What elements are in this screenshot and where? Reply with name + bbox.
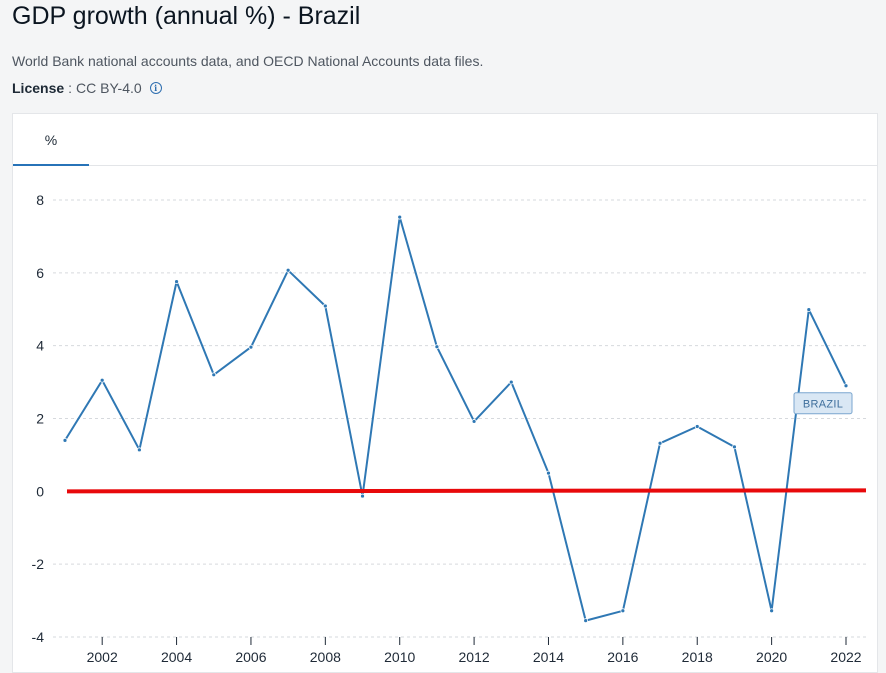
- x-tick-label-2014: 2014: [533, 649, 564, 665]
- x-tick-label-2016: 2016: [607, 649, 638, 665]
- x-tick-label-2006: 2006: [235, 649, 266, 665]
- series-label-text: BRAZIL: [803, 399, 843, 411]
- x-tick-label-2012: 2012: [459, 649, 490, 665]
- data-point-2004: [174, 279, 179, 284]
- chart-panel: % 8 6 4 2 0 -2 -4 2002 2004 2006 2008 2010 2012 2014 2…: [12, 113, 878, 673]
- data-point-2003: [136, 447, 142, 453]
- data-point-2008: [322, 303, 328, 309]
- series-label-box: [793, 392, 853, 415]
- y-tick-label-2: 2: [36, 411, 44, 427]
- data-point-2005: [211, 372, 217, 378]
- zero-reference-line: [66, 488, 867, 494]
- x-tick-label-2010: 2010: [384, 649, 415, 665]
- y-tick-label-8: 8: [36, 192, 44, 208]
- tab-active-indicator: [13, 164, 89, 166]
- data-point-2018: [694, 424, 700, 429]
- x-tick-label-2002: 2002: [87, 649, 118, 665]
- y-tick-label--2: -2: [32, 556, 45, 572]
- data-point-2016: [620, 608, 626, 614]
- y-tick-label-6: 6: [36, 265, 44, 281]
- y-tick-label--4: -4: [32, 629, 45, 645]
- data-point-2017: [657, 440, 663, 446]
- data-point-2002: [99, 377, 105, 383]
- data-point-2015: [583, 618, 589, 624]
- tab-percent-label: %: [44, 131, 58, 148]
- data-point-2013: [508, 379, 514, 385]
- x-tick-label-2008: 2008: [310, 649, 341, 665]
- data-point-2020: [769, 608, 775, 614]
- data-point-2014: [546, 470, 551, 476]
- y-tick-label-0: 0: [36, 483, 44, 499]
- x-tick-label-2022: 2022: [830, 649, 861, 665]
- data-point-2011: [434, 344, 440, 350]
- license-line: License : CC BY-4.0 i: [12, 80, 162, 96]
- x-tick-label-2004: 2004: [161, 649, 192, 665]
- data-point-2001: [62, 437, 68, 443]
- data-point-2012: [471, 419, 477, 424]
- info-icon[interactable]: i: [149, 82, 162, 94]
- license-value[interactable]: CC BY-4.0: [76, 80, 142, 96]
- y-tick-label-4: 4: [36, 338, 44, 354]
- data-point-2019: [732, 444, 737, 450]
- data-point-2007: [285, 267, 291, 273]
- data-point-2009: [360, 493, 365, 499]
- data-point-2006: [248, 344, 254, 350]
- data-point-2010: [397, 214, 403, 220]
- source-note: World Bank national accounts data, and O…: [12, 53, 484, 69]
- license-label: License: [12, 80, 65, 96]
- x-tick-label-2020: 2020: [756, 649, 787, 665]
- x-tick-label-2018: 2018: [682, 649, 713, 665]
- data-point-2021: [806, 307, 812, 313]
- gdp-line-chart: 8 6 4 2 0 -2 -4 2002 2004 2006 2008 2010 2012 2014 201…: [32, 192, 869, 665]
- page-title: GDP growth (annual %) - Brazil: [12, 2, 361, 30]
- data-point-2022: [843, 383, 849, 389]
- chart-tabbar: %: [13, 114, 877, 166]
- tab-percent[interactable]: %: [13, 114, 89, 166]
- series-line-brazil: [64, 216, 847, 622]
- license-separator: :: [68, 80, 73, 96]
